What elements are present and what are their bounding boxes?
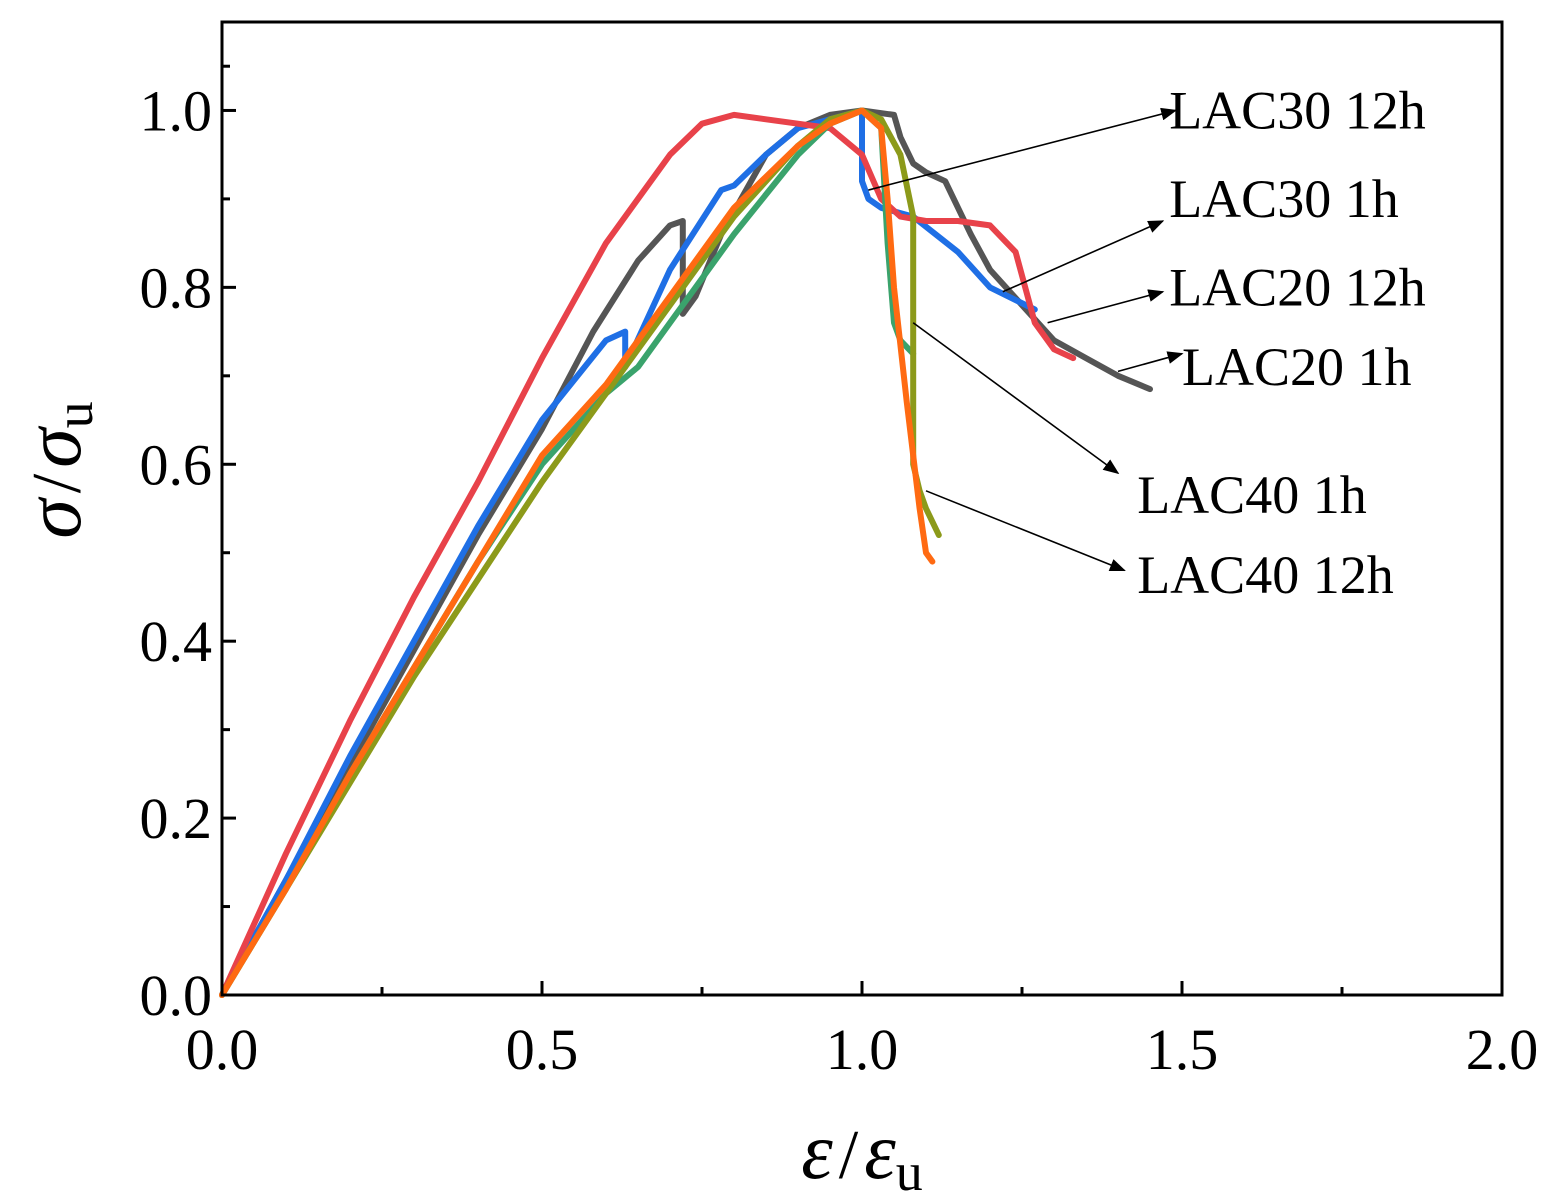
y-tick-label: 1.0	[140, 78, 213, 143]
x-tick-label: 1.5	[1146, 1017, 1219, 1082]
annotation-arrow	[1002, 220, 1165, 293]
y-axis-denom: σ	[10, 426, 98, 468]
x-tick-label: 2.0	[1466, 1017, 1539, 1082]
series-layer	[219, 107, 1153, 998]
annotation-label: LAC20 12h	[1169, 257, 1426, 317]
y-tick-label: 0.0	[140, 963, 213, 1028]
annotation-arrow	[925, 490, 1126, 572]
series-line-lac40-1h	[219, 107, 942, 998]
x-axis-sep: /	[839, 1117, 859, 1194]
annotation-label: LAC30 12h	[1169, 80, 1426, 140]
x-axis-sub: u	[896, 1142, 923, 1200]
series-line-lac20-1h	[219, 107, 917, 998]
y-axis-title: σ/σu	[10, 401, 104, 538]
annotation-layer: LAC30 12h LAC30 1h LAC20 12h LAC20 1h LAC40 …	[868, 80, 1426, 605]
y-axis-sep: /	[19, 473, 96, 493]
x-tick-label: 0.0	[186, 1017, 259, 1082]
annotation-arrow	[1047, 289, 1165, 324]
x-tick-label: 0.5	[506, 1017, 579, 1082]
annotation-label: LAC20 1h	[1182, 337, 1412, 397]
annotation-arrow	[912, 322, 1120, 475]
y-tick-label: 0.4	[140, 609, 213, 674]
y-axis-sub: u	[44, 401, 104, 428]
y-tick-label: 0.8	[140, 255, 213, 320]
y-tick-label: 0.2	[140, 786, 213, 851]
x-tick-label: 1.0	[826, 1017, 899, 1082]
annotation-arrow	[1117, 351, 1184, 373]
annotation-label: LAC30 1h	[1169, 169, 1399, 229]
y-tick-label: 0.6	[140, 432, 213, 497]
y-axis-symbol: σ	[10, 497, 98, 539]
x-axis-symbol: ε	[801, 1108, 833, 1196]
x-axis-ticks: 0.0 0.5 1.0 1.5 2.0	[186, 981, 1539, 1082]
annotation-label: LAC40 1h	[1137, 465, 1367, 525]
y-axis-ticks: 0.0 0.2 0.4 0.6 0.8 1.0	[140, 64, 236, 1028]
annotation-arrow	[868, 107, 1178, 191]
annotation-label: LAC40 12h	[1137, 545, 1394, 605]
series-line-lac40-12h	[219, 107, 936, 998]
x-axis-title: ε/εu	[801, 1108, 923, 1200]
x-axis-denom: ε	[864, 1108, 896, 1196]
series-line-lac20-12h	[219, 111, 1077, 998]
